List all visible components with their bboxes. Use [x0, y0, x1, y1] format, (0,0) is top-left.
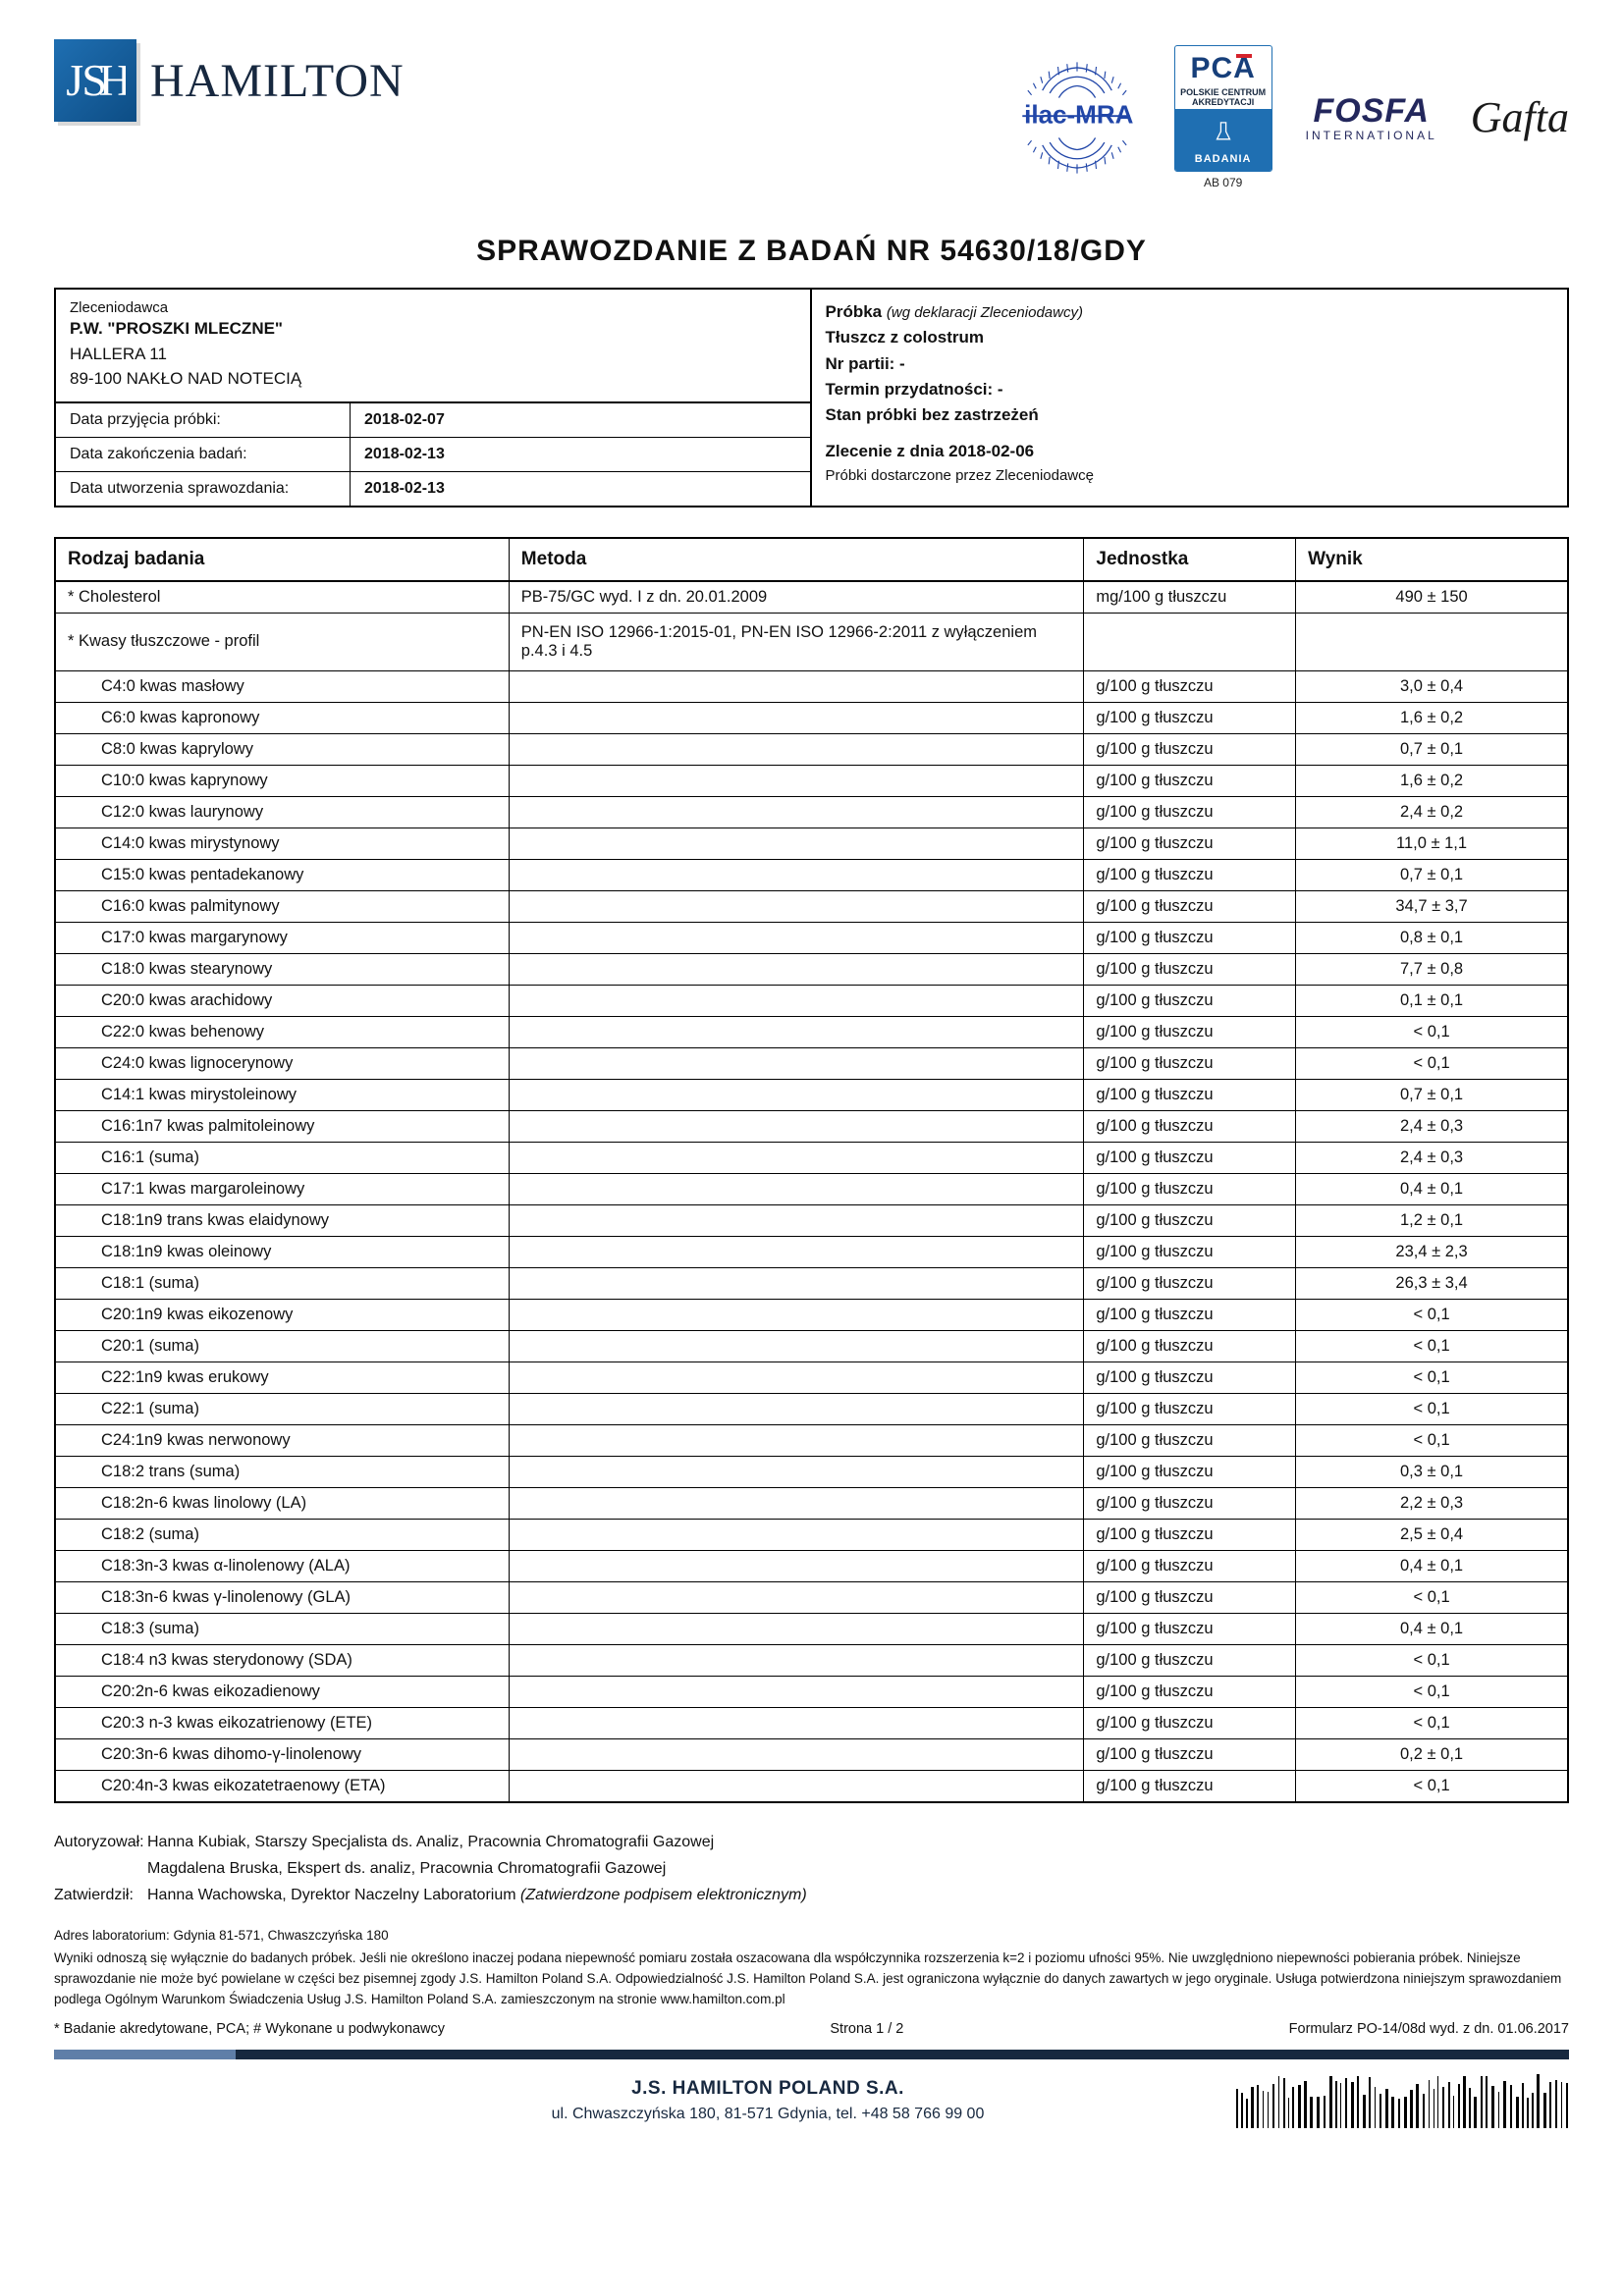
table-row: C20:0 kwas arachidowy g/100 g tłuszczu 0,1…: [55, 985, 1568, 1016]
barcode-icon: [1236, 2073, 1569, 2128]
table-row: C6:0 kwas kapronowy g/100 g tłuszczu 1,6 ±…: [55, 702, 1568, 733]
table-row: C18:2n-6 kwas linolowy (LA) g/100 g tłusz…: [55, 1487, 1568, 1519]
authorization-block: Autoryzował: Hanna Kubiak, Starszy Specj…: [54, 1829, 1569, 1909]
table-row: C20:3 n-3 kwas eikozatrienowy (ETE) g/100…: [55, 1707, 1568, 1738]
table-row: C12:0 kwas laurynowy g/100 g tłuszczu 2,4 …: [55, 796, 1568, 828]
table-row: C20:4n-3 kwas eikozatetraenowy (ETA) g/10…: [55, 1770, 1568, 1802]
ilac-mra-logo: ilac-MRA: [1013, 54, 1141, 182]
table-row: C17:1 kwas margaroleinowy g/100 g tłuszcz…: [55, 1173, 1568, 1204]
svg-text:ilac-MRA: ilac-MRA: [1024, 99, 1133, 129]
dates-table: Data przyjęcia próbki: 2018-02-07 Data z…: [56, 401, 810, 506]
table-row: C15:0 kwas pentadekanowy g/100 g tłuszczu…: [55, 859, 1568, 890]
pca-logo: PCA POLSKIE CENTRUM AKREDYTACJI BADANIA …: [1174, 45, 1272, 189]
table-row: C14:0 kwas mirystynowy g/100 g tłuszczu 11…: [55, 828, 1568, 859]
table-row: C16:1 (suma) g/100 g tłuszczu 2,4 ± 0,3: [55, 1142, 1568, 1173]
table-row: C18:1 (suma) g/100 g tłuszczu 26,3 ± 3,4: [55, 1267, 1568, 1299]
table-row: C24:1n9 kwas nerwonowy g/100 g tłuszczu < …: [55, 1424, 1568, 1456]
table-row: * Kwasy tłuszczowe - profil PN-EN ISO 129…: [55, 613, 1568, 670]
table-row: C8:0 kwas kaprylowy g/100 g tłuszczu 0,7 ±…: [55, 733, 1568, 765]
table-row: C18:3n-6 kwas γ-linolenowy (GLA) g/100 g …: [55, 1581, 1568, 1613]
table-row: C20:1n9 kwas eikozenowy g/100 g tłuszczu <…: [55, 1299, 1568, 1330]
table-row: C18:1n9 kwas oleinowy g/100 g tłuszczu 23,…: [55, 1236, 1568, 1267]
svg-text:H: H: [99, 55, 126, 105]
accent-divider: [54, 2050, 1569, 2059]
results-table: Rodzaj badania Metoda Jednostka Wynik * …: [54, 537, 1569, 1803]
table-row: C18:3 (suma) g/100 g tłuszczu 0,4 ± 0,1: [55, 1613, 1568, 1644]
table-row: C18:4 n3 kwas sterydonowy (SDA) g/100 g t…: [55, 1644, 1568, 1676]
table-row: C22:0 kwas behenowy g/100 g tłuszczu < 0,1: [55, 1016, 1568, 1047]
report-info-panel: Zleceniodawca P.W. "PROSZKI MLECZNE" HAL…: [54, 288, 1569, 507]
brand-name: HAMILTON: [150, 54, 405, 108]
gafta-logo: Gafta: [1471, 92, 1569, 142]
table-row: C14:1 kwas mirystoleinowy g/100 g tłuszcz…: [55, 1079, 1568, 1110]
brand-block: J S H HAMILTON: [54, 39, 405, 122]
company-footer: J.S. HAMILTON POLAND S.A. ul. Chwaszczyń…: [54, 2073, 1569, 2128]
table-row: C18:2 trans (suma) g/100 g tłuszczu 0,3 ± …: [55, 1456, 1568, 1487]
table-row: C22:1n9 kwas erukowy g/100 g tłuszczu < 0,…: [55, 1362, 1568, 1393]
svg-text:J: J: [66, 55, 83, 105]
fosfa-logo: FOSFA INTERNATIONAL: [1306, 92, 1437, 142]
certification-logos: ilac-MRA PCA POLSKIE CENTRUM AKREDYTACJI: [1013, 39, 1569, 189]
table-row: C4:0 kwas masłowy g/100 g tłuszczu 3,0 ± 0…: [55, 670, 1568, 702]
table-row: C18:2 (suma) g/100 g tłuszczu 2,5 ± 0,4: [55, 1519, 1568, 1550]
table-row: C18:1n9 trans kwas elaidynowy g/100 g tłu…: [55, 1204, 1568, 1236]
table-row: C16:0 kwas palmitynowy g/100 g tłuszczu 34…: [55, 890, 1568, 922]
jsh-logo-icon: J S H: [54, 39, 136, 122]
table-row: C24:0 kwas lignocerynowy g/100 g tłuszczu…: [55, 1047, 1568, 1079]
table-row: C10:0 kwas kaprynowy g/100 g tłuszczu 1,6 …: [55, 765, 1568, 796]
table-row: C22:1 (suma) g/100 g tłuszczu < 0,1: [55, 1393, 1568, 1424]
table-row: C16:1n7 kwas palmitoleinowy g/100 g tłusz…: [55, 1110, 1568, 1142]
table-row: * Cholesterol PB-75/GC wyd. I z dn. 20.01…: [55, 581, 1568, 614]
legal-footer: Adres laboratorium: Gdynia 81-571, Chwas…: [54, 1926, 1569, 2040]
table-row: C20:3n-6 kwas dihomo-γ-linolenowy g/100 g…: [55, 1738, 1568, 1770]
table-row: C18:3n-3 kwas α-linolenowy (ALA) g/100 g …: [55, 1550, 1568, 1581]
table-row: C18:0 kwas stearynowy g/100 g tłuszczu 7,7…: [55, 953, 1568, 985]
table-row: C17:0 kwas margarynowy g/100 g tłuszczu 0,…: [55, 922, 1568, 953]
results-table-body: * Cholesterol PB-75/GC wyd. I z dn. 20.01…: [55, 581, 1568, 1802]
report-title: SPRAWOZDANIE Z BADAŃ NR 54630/18/GDY: [54, 235, 1569, 268]
table-row: C20:2n-6 kwas eikozadienowy g/100 g tłusz…: [55, 1676, 1568, 1707]
table-row: C20:1 (suma) g/100 g tłuszczu < 0,1: [55, 1330, 1568, 1362]
